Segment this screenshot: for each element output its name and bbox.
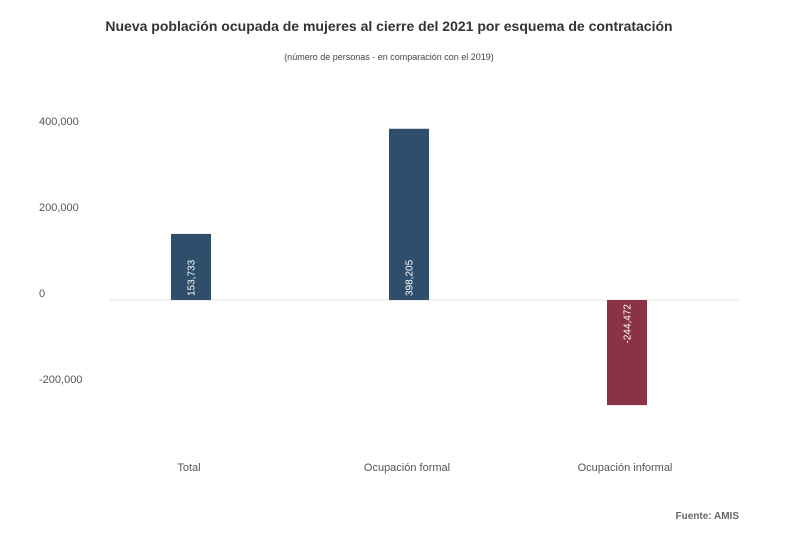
bar-data-label: -244,472 (623, 304, 634, 344)
bar-data-label: 153,733 (187, 259, 198, 296)
x-tick-label: Total (177, 462, 200, 474)
y-tick-label: 200,000 (39, 202, 79, 214)
y-axis: 400,000 200,000 0 -200,000 (39, 116, 82, 386)
bar[interactable] (171, 233, 211, 300)
x-axis: Total Ocupación formal Ocupación informal (177, 462, 672, 474)
y-tick-label: -200,000 (39, 374, 82, 386)
x-tick-label: Ocupación informal (578, 462, 673, 474)
bar[interactable] (389, 128, 429, 300)
y-tick-label: 0 (39, 288, 45, 300)
chart-title: Nueva población ocupada de mujeres al ci… (105, 18, 672, 34)
bar[interactable] (607, 300, 647, 406)
bar-data-label: 398,205 (405, 259, 416, 296)
source-note: Fuente: AMIS (675, 511, 739, 522)
x-tick-label: Ocupación formal (364, 462, 450, 474)
chart-subtitle: (número de personas - en comparación con… (284, 52, 494, 62)
y-tick-label: 400,000 (39, 116, 79, 128)
bars-group: 153,733 398,205 -244,472 (171, 128, 647, 406)
